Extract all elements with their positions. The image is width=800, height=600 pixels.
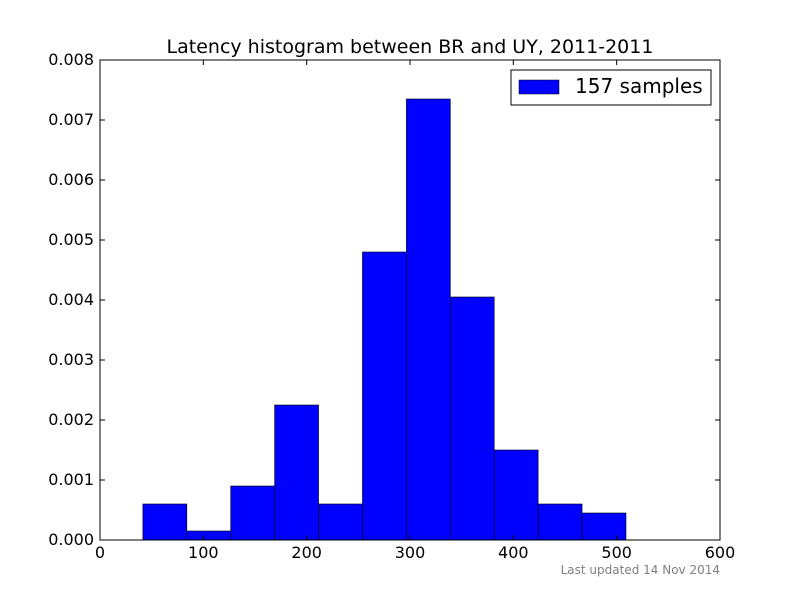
x-tick-label: 600 xyxy=(705,543,736,562)
histogram-bar xyxy=(581,512,627,541)
x-tick-labels: 0 100 200 300 400 500 600 xyxy=(95,543,735,562)
histogram-bar xyxy=(186,530,232,541)
bars-group xyxy=(142,98,627,541)
histogram-bar xyxy=(493,449,539,541)
histogram-bar xyxy=(537,503,583,541)
histogram-bar xyxy=(362,251,407,541)
x-tick-label: 100 xyxy=(188,543,219,562)
histogram-bar xyxy=(274,404,319,541)
histogram-bar xyxy=(142,503,188,541)
histogram-bar xyxy=(318,503,363,541)
y-tick-label: 0.003 xyxy=(48,350,94,369)
legend-label: 157 samples xyxy=(575,74,703,98)
axis-ticks xyxy=(99,59,721,541)
y-tick-label: 0.006 xyxy=(48,170,94,189)
chart-title: Latency histogram between BR and UY, 201… xyxy=(167,36,654,58)
y-tick-label: 0.004 xyxy=(48,290,94,309)
x-tick-label: 200 xyxy=(291,543,322,562)
y-tick-label: 0.008 xyxy=(48,50,94,69)
y-tick-label: 0.002 xyxy=(48,410,94,429)
y-tick-label: 0.007 xyxy=(48,110,94,129)
y-tick-label: 0.005 xyxy=(48,230,94,249)
legend-swatch xyxy=(518,79,560,95)
histogram-bar xyxy=(449,296,495,541)
last-updated-note: Last updated 14 Nov 2014 xyxy=(561,563,720,577)
x-tick-label: 500 xyxy=(601,543,632,562)
histogram-bar xyxy=(230,485,275,541)
y-tick-labels: 0.000 0.001 0.002 0.003 0.004 0.005 0.006 0.007… xyxy=(48,50,94,549)
x-tick-label: 400 xyxy=(498,543,529,562)
x-tick-label: 0 xyxy=(95,543,105,562)
y-tick-label: 0.000 xyxy=(48,530,94,549)
legend: 157 samples xyxy=(510,69,712,106)
histogram-bar xyxy=(406,98,451,541)
y-tick-label: 0.001 xyxy=(48,470,94,489)
x-tick-label: 300 xyxy=(395,543,426,562)
